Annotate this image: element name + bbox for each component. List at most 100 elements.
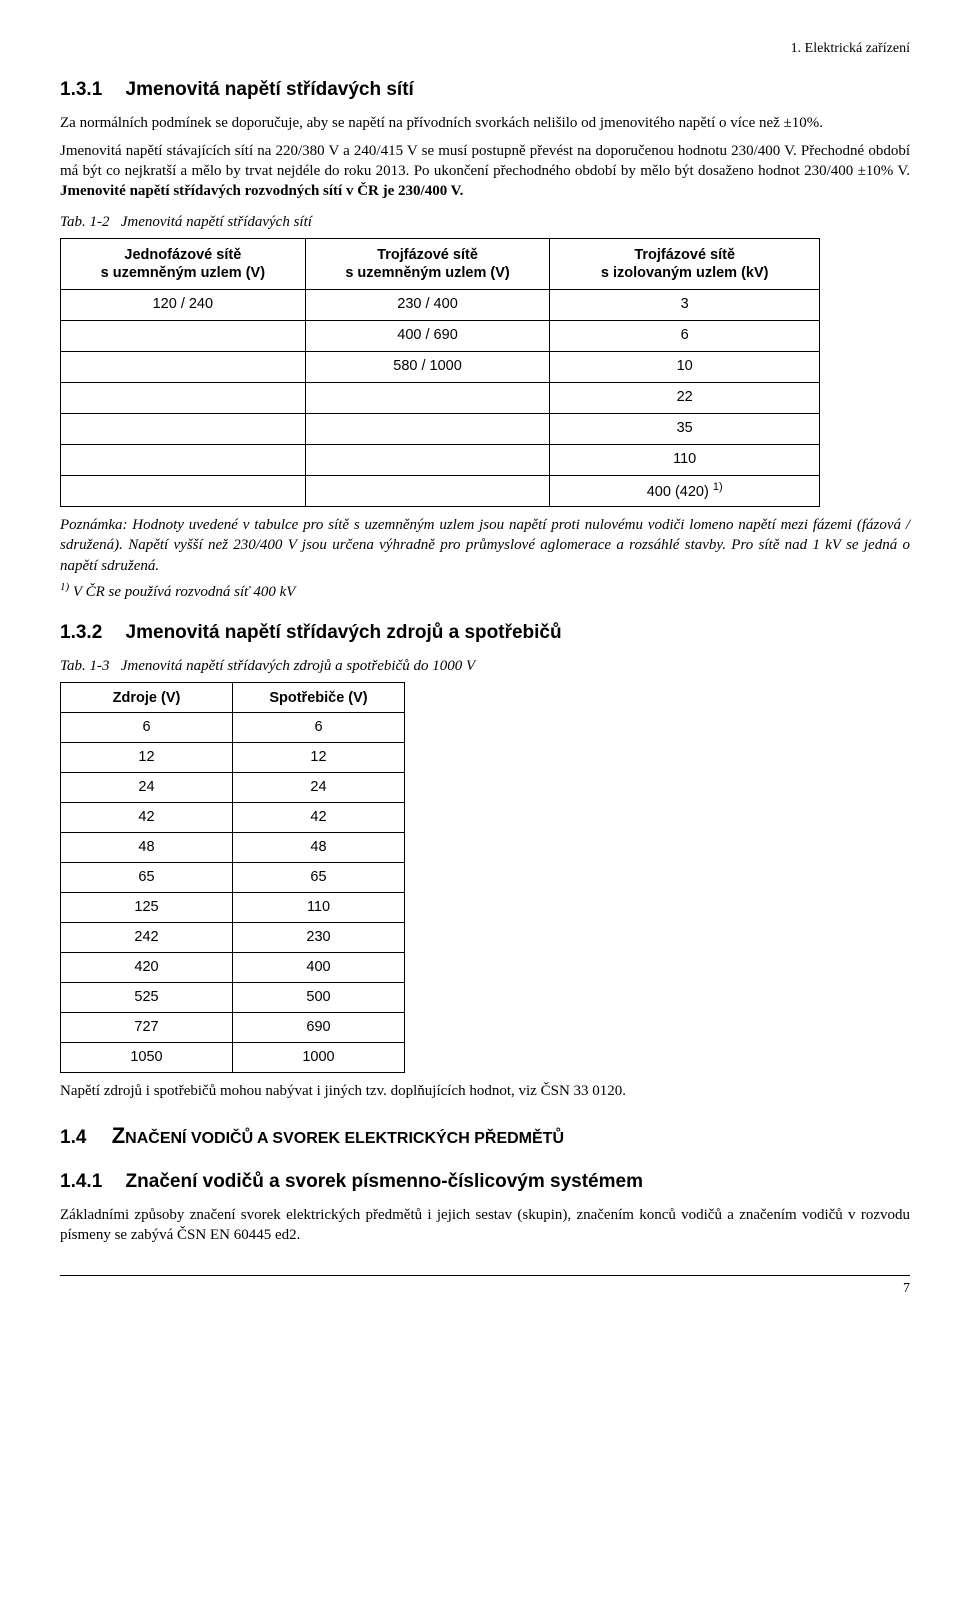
table-row: 120 / 240230 / 4003 [61,289,820,320]
table-row: 125110 [61,893,405,923]
heading-1-3-2: 1.3.2 Jmenovitá napětí střídavých zdrojů… [60,620,910,646]
heading-1-3-1: 1.3.1 Jmenovitá napětí střídavých sítí [60,77,910,103]
table-note: Poznámka: Hodnoty uvedené v tabulce pro … [60,515,910,576]
heading-text-initial: Z [112,1123,125,1148]
table-row: 400 (420) 1) [61,475,820,506]
table-row: 525500 [61,983,405,1013]
table-cell: 6 [233,713,405,743]
table-cell: 500 [233,983,405,1013]
table-cell: 42 [233,803,405,833]
table-cell [61,351,306,382]
table-row: 4848 [61,833,405,863]
table-cell: 110 [550,444,820,475]
paragraph: Napětí zdrojů i spotřebičů mohou nabývat… [60,1081,910,1101]
table-row: 400 / 6906 [61,320,820,351]
table-row: 727690 [61,1013,405,1043]
heading-text: Značení vodičů a svorek písmenno-číslico… [126,1171,643,1192]
table-cell [61,475,306,506]
caption-text: Jmenovitá napětí střídavých sítí [121,214,312,230]
table-cell: 400 / 690 [305,320,550,351]
table-cell [61,444,306,475]
table-cell: 12 [233,743,405,773]
table-cell: 120 / 240 [61,289,306,320]
table-caption: Tab. 1-2 Jmenovitá napětí střídavých sít… [60,212,910,232]
table-cell: 35 [550,413,820,444]
caption-text: Jmenovitá napětí střídavých zdrojů a spo… [121,658,475,674]
table-cell: 727 [61,1013,233,1043]
paragraph: Jmenovitá napětí stávajících sítí na 220… [60,141,910,202]
table-cell: 65 [61,863,233,893]
table-cell [305,413,550,444]
table-cell: 230 [233,923,405,953]
footnote-text: V ČR se používá rozvodná síť 400 kV [69,584,295,600]
table-row: 2424 [61,773,405,803]
table-cell: 48 [61,833,233,863]
page-number: 7 [60,1280,910,1299]
table-row: 580 / 100010 [61,351,820,382]
paragraph-text: Jmenovitá napětí stávajících sítí na 220… [60,143,910,179]
table-header-row: Jednofázové sítě s uzemněným uzlem (V) T… [61,238,820,289]
table-cell: 125 [61,893,233,923]
table-cell: 12 [61,743,233,773]
heading-text-rest: načení vodičů a svorek elektrických před… [125,1130,564,1147]
table-cell: 580 / 1000 [305,351,550,382]
heading-1-4-1: 1.4.1 Značení vodičů a svorek písmenno-č… [60,1169,910,1195]
table-cell: 6 [61,713,233,743]
table-cell: 3 [550,289,820,320]
heading-text: Jmenovitá napětí střídavých sítí [126,79,414,100]
table-cell: 6 [550,320,820,351]
table-cell: 525 [61,983,233,1013]
table-row: 22 [61,382,820,413]
table-row: 10501000 [61,1043,405,1073]
table-cell: 24 [233,773,405,803]
heading-text: Jmenovitá napětí střídavých zdrojů a spo… [126,622,562,643]
caption-label: Tab. 1-2 [60,214,109,230]
table-row: 110 [61,444,820,475]
table-cell [61,320,306,351]
paragraph: Základními způsoby značení svorek elektr… [60,1205,910,1246]
table-footnote: 1) V ČR se používá rozvodná síť 400 kV [60,580,910,602]
table-cell: 230 / 400 [305,289,550,320]
table-cell: 242 [61,923,233,953]
table-cell: 400 [233,953,405,983]
table-row: 6565 [61,863,405,893]
table-cell: 690 [233,1013,405,1043]
table-cell: 10 [550,351,820,382]
heading-number: 1.4.1 [60,1169,102,1195]
table-cell: 110 [233,893,405,923]
table-cell: 1050 [61,1043,233,1073]
table-cell: 1000 [233,1043,405,1073]
table-header-row: Zdroje (V) Spotřebiče (V) [61,683,405,713]
footnote-marker: 1) [60,581,69,593]
table-row: 420400 [61,953,405,983]
footer-rule [60,1275,910,1276]
table-1-3: Zdroje (V) Spotřebiče (V) 66121224244242… [60,682,405,1073]
table-row: 35 [61,413,820,444]
heading-number: 1.3.2 [60,620,102,646]
table-cell [61,413,306,444]
table-row: 1212 [61,743,405,773]
table-cell: 48 [233,833,405,863]
heading-number: 1.4 [60,1125,86,1151]
table-header: Trojfázové sítě s izolovaným uzlem (kV) [550,238,820,289]
table-header: Spotřebiče (V) [233,683,405,713]
paragraph: Za normálních podmínek se doporučuje, ab… [60,113,910,133]
table-cell: 420 [61,953,233,983]
table-cell: 400 (420) 1) [550,475,820,506]
table-header: Trojfázové sítě s uzemněným uzlem (V) [305,238,550,289]
table-row: 4242 [61,803,405,833]
table-cell: 65 [233,863,405,893]
table-caption: Tab. 1-3 Jmenovitá napětí střídavých zdr… [60,656,910,676]
running-header: 1. Elektrická zařízení [60,40,910,59]
table-cell: 22 [550,382,820,413]
table-cell [305,475,550,506]
table-header: Jednofázové sítě s uzemněným uzlem (V) [61,238,306,289]
table-cell: 24 [61,773,233,803]
heading-text: Značení vodičů a svorek elektrických pře… [112,1127,564,1148]
table-cell [305,444,550,475]
paragraph-bold: Jmenovité napětí střídavých rozvodných s… [60,183,463,199]
table-row: 66 [61,713,405,743]
heading-1-4: 1.4 Značení vodičů a svorek elektrických… [60,1121,910,1151]
heading-number: 1.3.1 [60,77,102,103]
table-cell [61,382,306,413]
